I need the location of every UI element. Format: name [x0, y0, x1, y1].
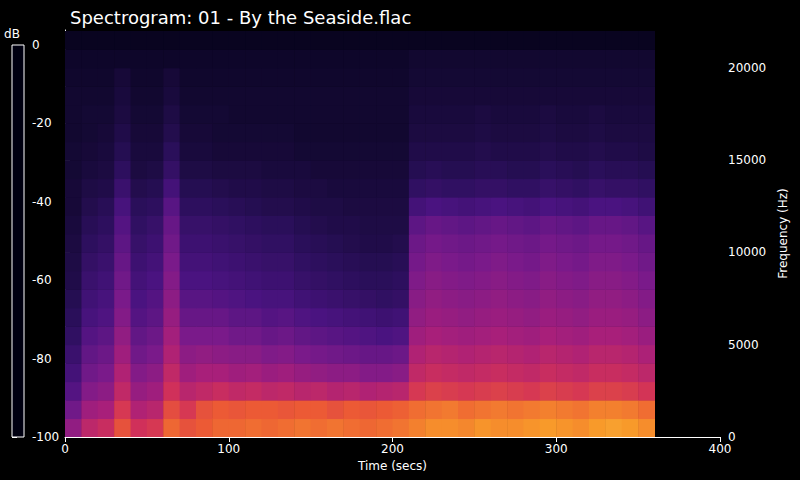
svg-text:0: 0: [61, 442, 69, 456]
svg-text:5000: 5000: [728, 338, 759, 352]
svg-text:-40: -40: [32, 195, 52, 209]
svg-text:0: 0: [728, 430, 736, 444]
svg-text:Time (secs): Time (secs): [357, 459, 427, 473]
svg-text:-60: -60: [32, 273, 52, 287]
svg-text:200: 200: [381, 442, 404, 456]
svg-text:400: 400: [709, 442, 732, 456]
svg-text:300: 300: [545, 442, 568, 456]
svg-text:-80: -80: [32, 352, 52, 366]
svg-text:15000: 15000: [728, 153, 766, 167]
svg-text:100: 100: [217, 442, 240, 456]
svg-text:-20: -20: [32, 116, 52, 130]
svg-text:-100: -100: [32, 430, 59, 444]
svg-text:10000: 10000: [728, 245, 766, 259]
svg-text:Frequency (Hz): Frequency (Hz): [776, 188, 790, 279]
svg-text:0: 0: [32, 38, 40, 52]
svg-text:20000: 20000: [728, 61, 766, 75]
svg-text:dB: dB: [4, 27, 20, 41]
svg-text:Spectrogram: 01 - By the Seasi: Spectrogram: 01 - By the Seaside.flac: [70, 7, 411, 28]
